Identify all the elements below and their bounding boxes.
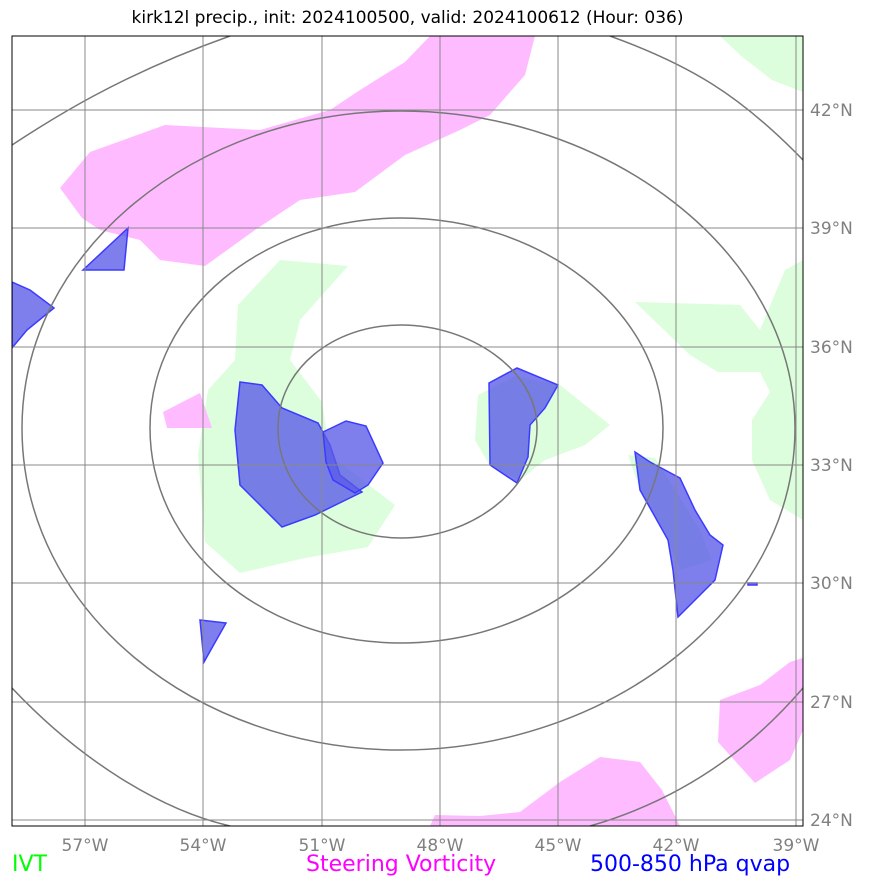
qvap-region — [81, 226, 129, 271]
x-tick-label: 54°W — [180, 836, 227, 856]
qvap-region — [199, 619, 228, 665]
x-tick-label: 51°W — [299, 836, 346, 856]
vorticity-region — [60, 36, 535, 266]
range-ring — [149, 217, 664, 644]
ivt-region — [635, 260, 803, 520]
qvap-layer — [12, 226, 758, 665]
legend-steering-vorticity: Steering Vorticity — [306, 852, 497, 877]
range-ring — [21, 110, 796, 751]
range-ring — [277, 324, 538, 539]
range-ring — [12, 36, 231, 146]
legend-ivt: IVT — [12, 852, 47, 877]
range-ring — [589, 687, 803, 826]
y-tick-label: 39°N — [810, 219, 853, 239]
vorticity-region — [163, 393, 212, 428]
x-tick-label: 57°W — [62, 836, 109, 856]
x-tick-label: 42°W — [653, 836, 700, 856]
qvap-region — [634, 450, 724, 619]
plot-frame — [11, 35, 804, 827]
y-tick-labels: 42°N 39°N 36°N 33°N 30°N 27°N 24°N — [810, 101, 853, 831]
range-ring — [12, 687, 231, 826]
y-tick-label: 36°N — [810, 338, 853, 358]
x-tick-label: 39°W — [773, 836, 820, 856]
y-tick-label: 30°N — [810, 574, 853, 594]
legend-qvap: 500-850 hPa qvap — [590, 852, 791, 877]
vorticity-layer — [60, 36, 803, 826]
qvap-region — [488, 367, 560, 485]
grid — [12, 36, 803, 826]
x-tick-label: 45°W — [535, 836, 582, 856]
vorticity-region — [430, 757, 680, 826]
ivt-region — [720, 36, 803, 92]
x-tick-label: 48°W — [417, 836, 464, 856]
y-tick-label: 24°N — [810, 811, 853, 831]
y-tick-label: 42°N — [810, 101, 853, 121]
qvap-region — [322, 420, 384, 494]
qvap-region — [234, 381, 364, 528]
chart-title: kirk12l precip., init: 2024100500, valid… — [131, 8, 684, 28]
y-tick-label: 33°N — [810, 456, 853, 476]
y-tick-label: 27°N — [810, 693, 853, 713]
x-tick-labels: 57°W 54°W 51°W 48°W 45°W 42°W 39°W — [62, 836, 820, 856]
qvap-region — [12, 281, 56, 350]
range-ring — [609, 36, 803, 161]
vorticity-region — [718, 658, 803, 783]
